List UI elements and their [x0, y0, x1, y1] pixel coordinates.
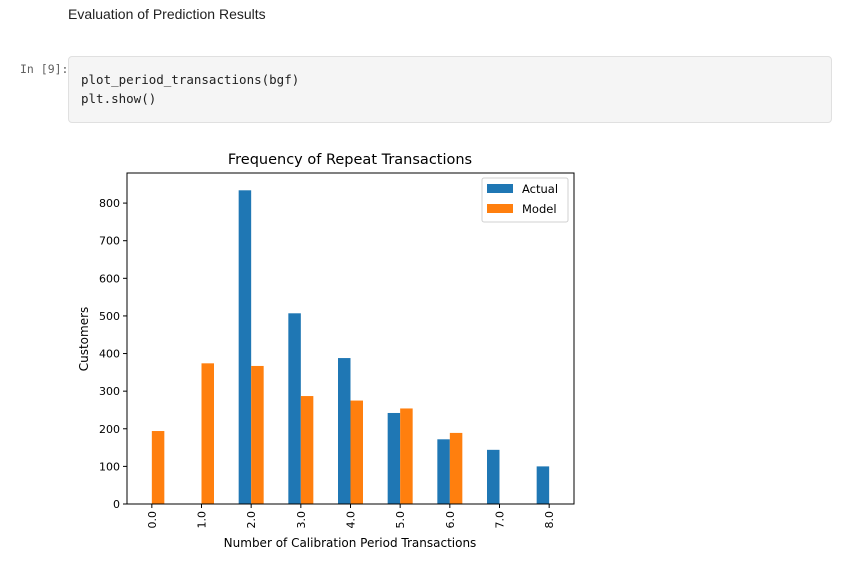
bar-model	[400, 408, 413, 504]
x-tick-label: 6.0	[444, 511, 457, 529]
y-tick-label: 600	[99, 272, 120, 285]
x-tick-label: 5.0	[394, 511, 407, 529]
markdown-heading: Evaluation of Prediction Results	[68, 6, 266, 22]
y-axis-label: Customers	[77, 307, 91, 372]
bar-actual	[288, 313, 301, 504]
y-tick-label: 0	[113, 498, 120, 511]
y-tick-label: 500	[99, 310, 120, 323]
bar-actual	[338, 358, 351, 504]
x-tick-label: 1.0	[196, 511, 209, 529]
bar-model	[151, 431, 165, 504]
legend-label: Actual	[522, 182, 558, 196]
plot-area: 0 100 200 300 400 500 600 700 800 0.0 1.0 2.0 3.0 4.0…	[99, 172, 575, 529]
x-tick-label: 4.0	[345, 511, 358, 529]
legend: Actual Model	[481, 177, 569, 223]
x-tick-label: 8.0	[543, 511, 556, 529]
y-tick-label: 700	[99, 235, 120, 248]
bar-actual	[487, 449, 500, 504]
x-axis-label: Number of Calibration Period Transaction…	[224, 536, 477, 550]
x-tick-label: 0.0	[146, 511, 159, 529]
x-tick-label: 2.0	[245, 511, 258, 529]
code-line: plot_period_transactions(bgf)	[81, 72, 300, 87]
y-tick-label: 300	[99, 385, 120, 398]
y-tick-label: 800	[99, 197, 120, 210]
legend-label: Model	[522, 202, 557, 216]
code-line: plt.show()	[81, 91, 157, 106]
cell-prompt: In [9]:	[20, 62, 69, 76]
y-tick-label: 100	[99, 460, 120, 473]
bar-model	[300, 396, 314, 504]
bar-actual	[238, 190, 252, 504]
bar-actual	[387, 412, 401, 504]
bar-model	[350, 400, 363, 504]
bar-model	[449, 432, 463, 504]
bar-model	[201, 363, 214, 504]
code-cell[interactable]: plot_period_transactions(bgf) plt.show()	[68, 56, 832, 123]
x-tick-label: 7.0	[494, 511, 507, 529]
bar-chart: Frequency of Repeat Transactions Number …	[77, 152, 575, 550]
legend-swatch	[487, 184, 513, 193]
bar-actual	[536, 466, 550, 504]
bar-actual	[437, 439, 450, 504]
y-tick-label: 200	[99, 423, 120, 436]
x-tick-label: 3.0	[295, 511, 308, 529]
y-tick-label: 400	[99, 348, 120, 361]
bar-model	[251, 365, 264, 504]
legend-swatch	[487, 204, 513, 213]
chart-title: Frequency of Repeat Transactions	[228, 152, 472, 168]
